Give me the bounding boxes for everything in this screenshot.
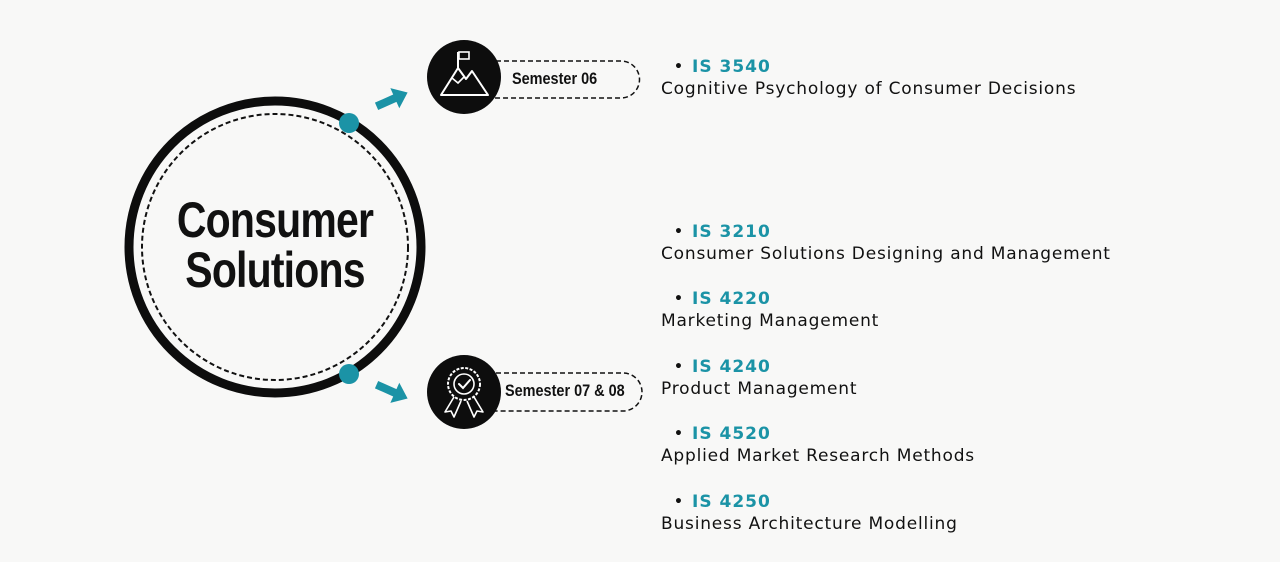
main-ring	[124, 96, 426, 398]
connector-dot-bottom	[339, 364, 359, 384]
course-name: Product Management	[661, 379, 858, 399]
course-code: IS 4520	[676, 423, 975, 445]
title-line-2: Solutions	[185, 242, 365, 298]
inner-dashed-ring	[141, 113, 409, 381]
course-code: IS 3540	[676, 56, 1076, 78]
semester-06-pill	[464, 60, 641, 99]
course-item: IS 3540 Cognitive Psychology of Consumer…	[661, 56, 1076, 100]
course-name: Applied Market Research Methods	[661, 446, 975, 466]
course-name: Cognitive Psychology of Consumer Decisio…	[661, 79, 1077, 99]
arrow-down-right	[374, 381, 408, 403]
semester-06-label: Semester 06	[512, 69, 598, 88]
course-code: IS 3210	[676, 221, 1111, 243]
course-item: IS 4240 Product Management	[661, 356, 857, 400]
award-ribbon-icon	[427, 355, 501, 429]
course-name: Business Architecture Modelling	[661, 514, 958, 534]
semester-07-08-label: Semester 07 & 08	[505, 381, 625, 400]
course-name: Marketing Management	[661, 311, 880, 331]
semester-07-08-pill	[464, 372, 643, 412]
title-line-1: Consumer	[176, 192, 374, 248]
course-item: IS 4250 Business Architecture Modelling	[661, 491, 958, 535]
course-code: IS 4220	[676, 288, 879, 310]
course-code: IS 4250	[676, 491, 958, 513]
diagram-title: Consumer Solutions	[152, 195, 398, 295]
mountain-flag-icon	[427, 40, 501, 114]
connector-dot-top	[339, 113, 359, 133]
course-item: IS 4520 Applied Market Research Methods	[661, 423, 975, 467]
arrow-up-right	[374, 88, 408, 110]
course-code: IS 4240	[676, 356, 857, 378]
course-item: IS 3210 Consumer Solutions Designing and…	[661, 221, 1111, 265]
course-item: IS 4220 Marketing Management	[661, 288, 879, 332]
course-name: Consumer Solutions Designing and Managem…	[661, 244, 1111, 264]
